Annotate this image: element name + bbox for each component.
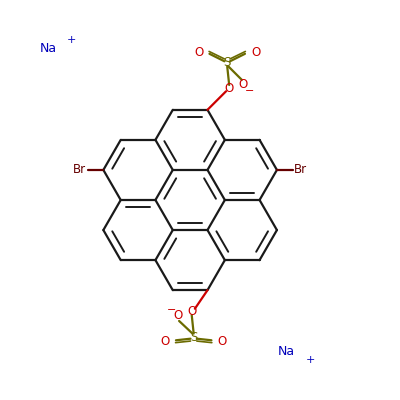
Text: +: + xyxy=(67,35,76,45)
Text: O: O xyxy=(161,335,170,348)
Text: −: − xyxy=(245,86,254,96)
Text: O: O xyxy=(217,335,227,348)
Text: O: O xyxy=(194,46,204,59)
Text: −: − xyxy=(167,305,177,315)
Text: S: S xyxy=(224,56,231,69)
Text: O: O xyxy=(238,78,248,92)
Text: O: O xyxy=(251,46,260,59)
Text: Na: Na xyxy=(40,42,57,55)
Text: O: O xyxy=(187,305,196,318)
Text: Br: Br xyxy=(73,164,86,176)
Text: S: S xyxy=(190,331,197,344)
Text: +: + xyxy=(306,355,315,365)
Text: Na: Na xyxy=(278,345,295,358)
Text: O: O xyxy=(173,309,182,322)
Text: Br: Br xyxy=(294,164,307,176)
Text: O: O xyxy=(224,82,234,95)
